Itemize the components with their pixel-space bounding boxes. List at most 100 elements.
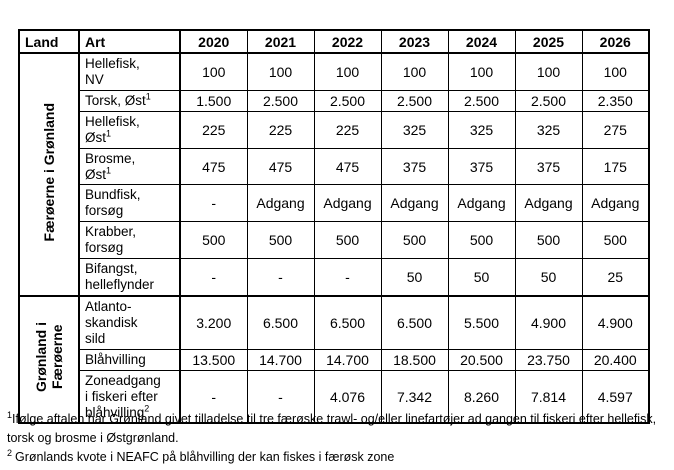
quota-cell: Adgang xyxy=(313,184,382,223)
quota-cell: 500 xyxy=(380,221,449,260)
art-cell-hellefisk-nv: Hellefisk, NV xyxy=(78,52,181,91)
col-header-2020: 2020 xyxy=(179,29,248,54)
quota-table: Land Art 2020 2021 2022 2023 2024 2025 2… xyxy=(18,29,650,425)
land-group-faeroerne-i-groenland: Færøerne i Grønland xyxy=(18,52,80,297)
quota-cell: 5.500 xyxy=(447,294,516,350)
art-cell-bundfisk-forsoeg: Bundfisk, forsøg xyxy=(78,184,181,223)
quota-cell: 2.350 xyxy=(581,89,650,112)
quota-cell: 500 xyxy=(313,221,382,260)
quota-cell: 225 xyxy=(179,110,248,149)
col-header-2026: 2026 xyxy=(581,29,650,54)
art-cell-bifangst-helleflynder: Bifangst, helleflynder xyxy=(78,258,181,297)
quota-cell: 500 xyxy=(447,221,516,260)
quota-cell: 50 xyxy=(447,258,516,297)
art-label: Atlanto- skandisk sild xyxy=(85,298,138,346)
table-row: Grønland i Færøerne Atlanto- skandisk si… xyxy=(18,294,650,424)
table-header: Land Art 2020 2021 2022 2023 2024 2025 2… xyxy=(18,29,650,54)
quota-cell: 6.500 xyxy=(313,294,382,350)
footnote-ref: 2 xyxy=(144,403,150,414)
quota-cell: 375 xyxy=(514,147,583,186)
quota-cell: 475 xyxy=(246,147,315,186)
art-label: Bundfisk, forsøg xyxy=(85,187,141,219)
col-header-2024: 2024 xyxy=(447,29,516,54)
quota-cell: 25 xyxy=(581,258,650,297)
table-row: Blåhvilling 13.500 14.700 14.700 18.500 … xyxy=(19,348,650,371)
art-cell-krabber-forsoeg: Krabber, forsøg xyxy=(78,221,181,260)
art-cell-torsk-oest: Torsk, Øst1 xyxy=(78,89,181,112)
footnote-2-marker: 2 xyxy=(7,447,13,458)
quota-cell: 13.500 xyxy=(179,348,248,371)
quota-cell: 475 xyxy=(179,147,248,186)
quota-cell: 375 xyxy=(447,147,516,186)
footnote-1: 1Ifølge aftalen har Grønland givet tilla… xyxy=(7,410,665,448)
quota-cell: 20.400 xyxy=(581,348,650,371)
quota-cell: 14.700 xyxy=(313,348,382,371)
quota-cell: Adgang xyxy=(447,184,516,223)
quota-cell: 100 xyxy=(581,52,650,91)
quota-cell: - xyxy=(313,258,382,297)
table-row: Zoneadgang i fiskeri efter blåhvilling2 … xyxy=(19,369,650,424)
quota-cell: 100 xyxy=(447,52,516,91)
footnotes: 1Ifølge aftalen har Grønland givet tilla… xyxy=(7,410,665,467)
col-header-2025: 2025 xyxy=(514,29,583,54)
quota-cell: 2.500 xyxy=(380,89,449,112)
quota-cell: 100 xyxy=(313,52,382,91)
quota-cell: 500 xyxy=(179,221,248,260)
quota-cell: 50 xyxy=(380,258,449,297)
table-row: Torsk, Øst1 1.500 2.500 2.500 2.500 2.50… xyxy=(19,89,650,112)
quota-cell: - xyxy=(179,258,248,297)
footnote-2: 2 Grønlands kvote i NEAFC på blåhvilling … xyxy=(7,448,665,467)
quota-cell: 225 xyxy=(246,110,315,149)
quota-cell: 500 xyxy=(246,221,315,260)
quota-cell: 3.200 xyxy=(179,294,248,350)
quota-cell: 20.500 xyxy=(447,348,516,371)
quota-cell: - xyxy=(179,184,248,223)
quota-cell: 6.500 xyxy=(380,294,449,350)
quota-cell: 375 xyxy=(380,147,449,186)
quota-cell: 7.342 xyxy=(380,369,449,424)
quota-cell: 325 xyxy=(447,110,516,149)
quota-cell: 175 xyxy=(581,147,650,186)
quota-cell: 325 xyxy=(380,110,449,149)
quota-cell: 14.700 xyxy=(246,348,315,371)
quota-cell: 50 xyxy=(514,258,583,297)
art-cell-hellefisk-oest: Hellefisk, Øst1 xyxy=(78,110,181,149)
footnote-ref: 1 xyxy=(106,128,112,139)
quota-cell: 325 xyxy=(514,110,583,149)
footnote-ref: 1 xyxy=(106,165,112,176)
art-cell-zoneadgang-blaahvilling: Zoneadgang i fiskeri efter blåhvilling2 xyxy=(78,369,181,424)
quota-cell: 4.597 xyxy=(581,369,650,424)
col-header-2021: 2021 xyxy=(246,29,315,54)
quota-cell: Adgang xyxy=(380,184,449,223)
art-cell-atlanto-skandisk-sild: Atlanto- skandisk sild xyxy=(78,294,181,350)
art-label: Brosme, Øst xyxy=(85,150,136,182)
table-row: Brosme, Øst1 475 475 475 375 375 375 175 xyxy=(19,147,650,186)
footnote-2-text: Grønlands kvote i NEAFC på blåhvilling d… xyxy=(15,450,395,464)
table-row: Hellefisk, Øst1 225 225 225 325 325 325 … xyxy=(19,110,650,149)
art-label: Hellefisk, NV xyxy=(85,56,140,87)
quota-cell: 23.750 xyxy=(514,348,583,371)
quota-cell: 18.500 xyxy=(380,348,449,371)
quota-cell: 4.900 xyxy=(514,294,583,350)
land-group-groenland-i-faeroerne: Grønland i Færøerne xyxy=(18,294,80,424)
quota-cell: 2.500 xyxy=(246,89,315,112)
quota-cell: 500 xyxy=(514,221,583,260)
quota-cell: Adgang xyxy=(246,184,315,223)
header-row: Land Art 2020 2021 2022 2023 2024 2025 2… xyxy=(18,29,650,54)
quota-cell: 225 xyxy=(313,110,382,149)
quota-cell: 2.500 xyxy=(447,89,516,112)
col-header-2023: 2023 xyxy=(380,29,449,54)
art-label: Torsk, Øst xyxy=(85,92,146,108)
table-row: Færøerne i Grønland Hellefisk, NV 100 10… xyxy=(18,52,650,297)
land-group-label: Grønland i Færøerne xyxy=(32,322,65,393)
art-label: Hellefisk, Øst xyxy=(85,113,140,145)
quota-cell: 7.814 xyxy=(514,369,583,424)
art-label: Krabber, forsøg xyxy=(85,224,137,256)
quota-cell: 275 xyxy=(581,110,650,149)
quota-cell: 475 xyxy=(313,147,382,186)
quota-cell: 4.076 xyxy=(313,369,382,424)
col-header-land: Land xyxy=(18,29,80,54)
art-label: Bifangst, helleflynder xyxy=(85,261,155,293)
quota-cell: 100 xyxy=(514,52,583,91)
art-label: Zoneadgang i fiskeri efter blåhvilling xyxy=(85,372,161,420)
